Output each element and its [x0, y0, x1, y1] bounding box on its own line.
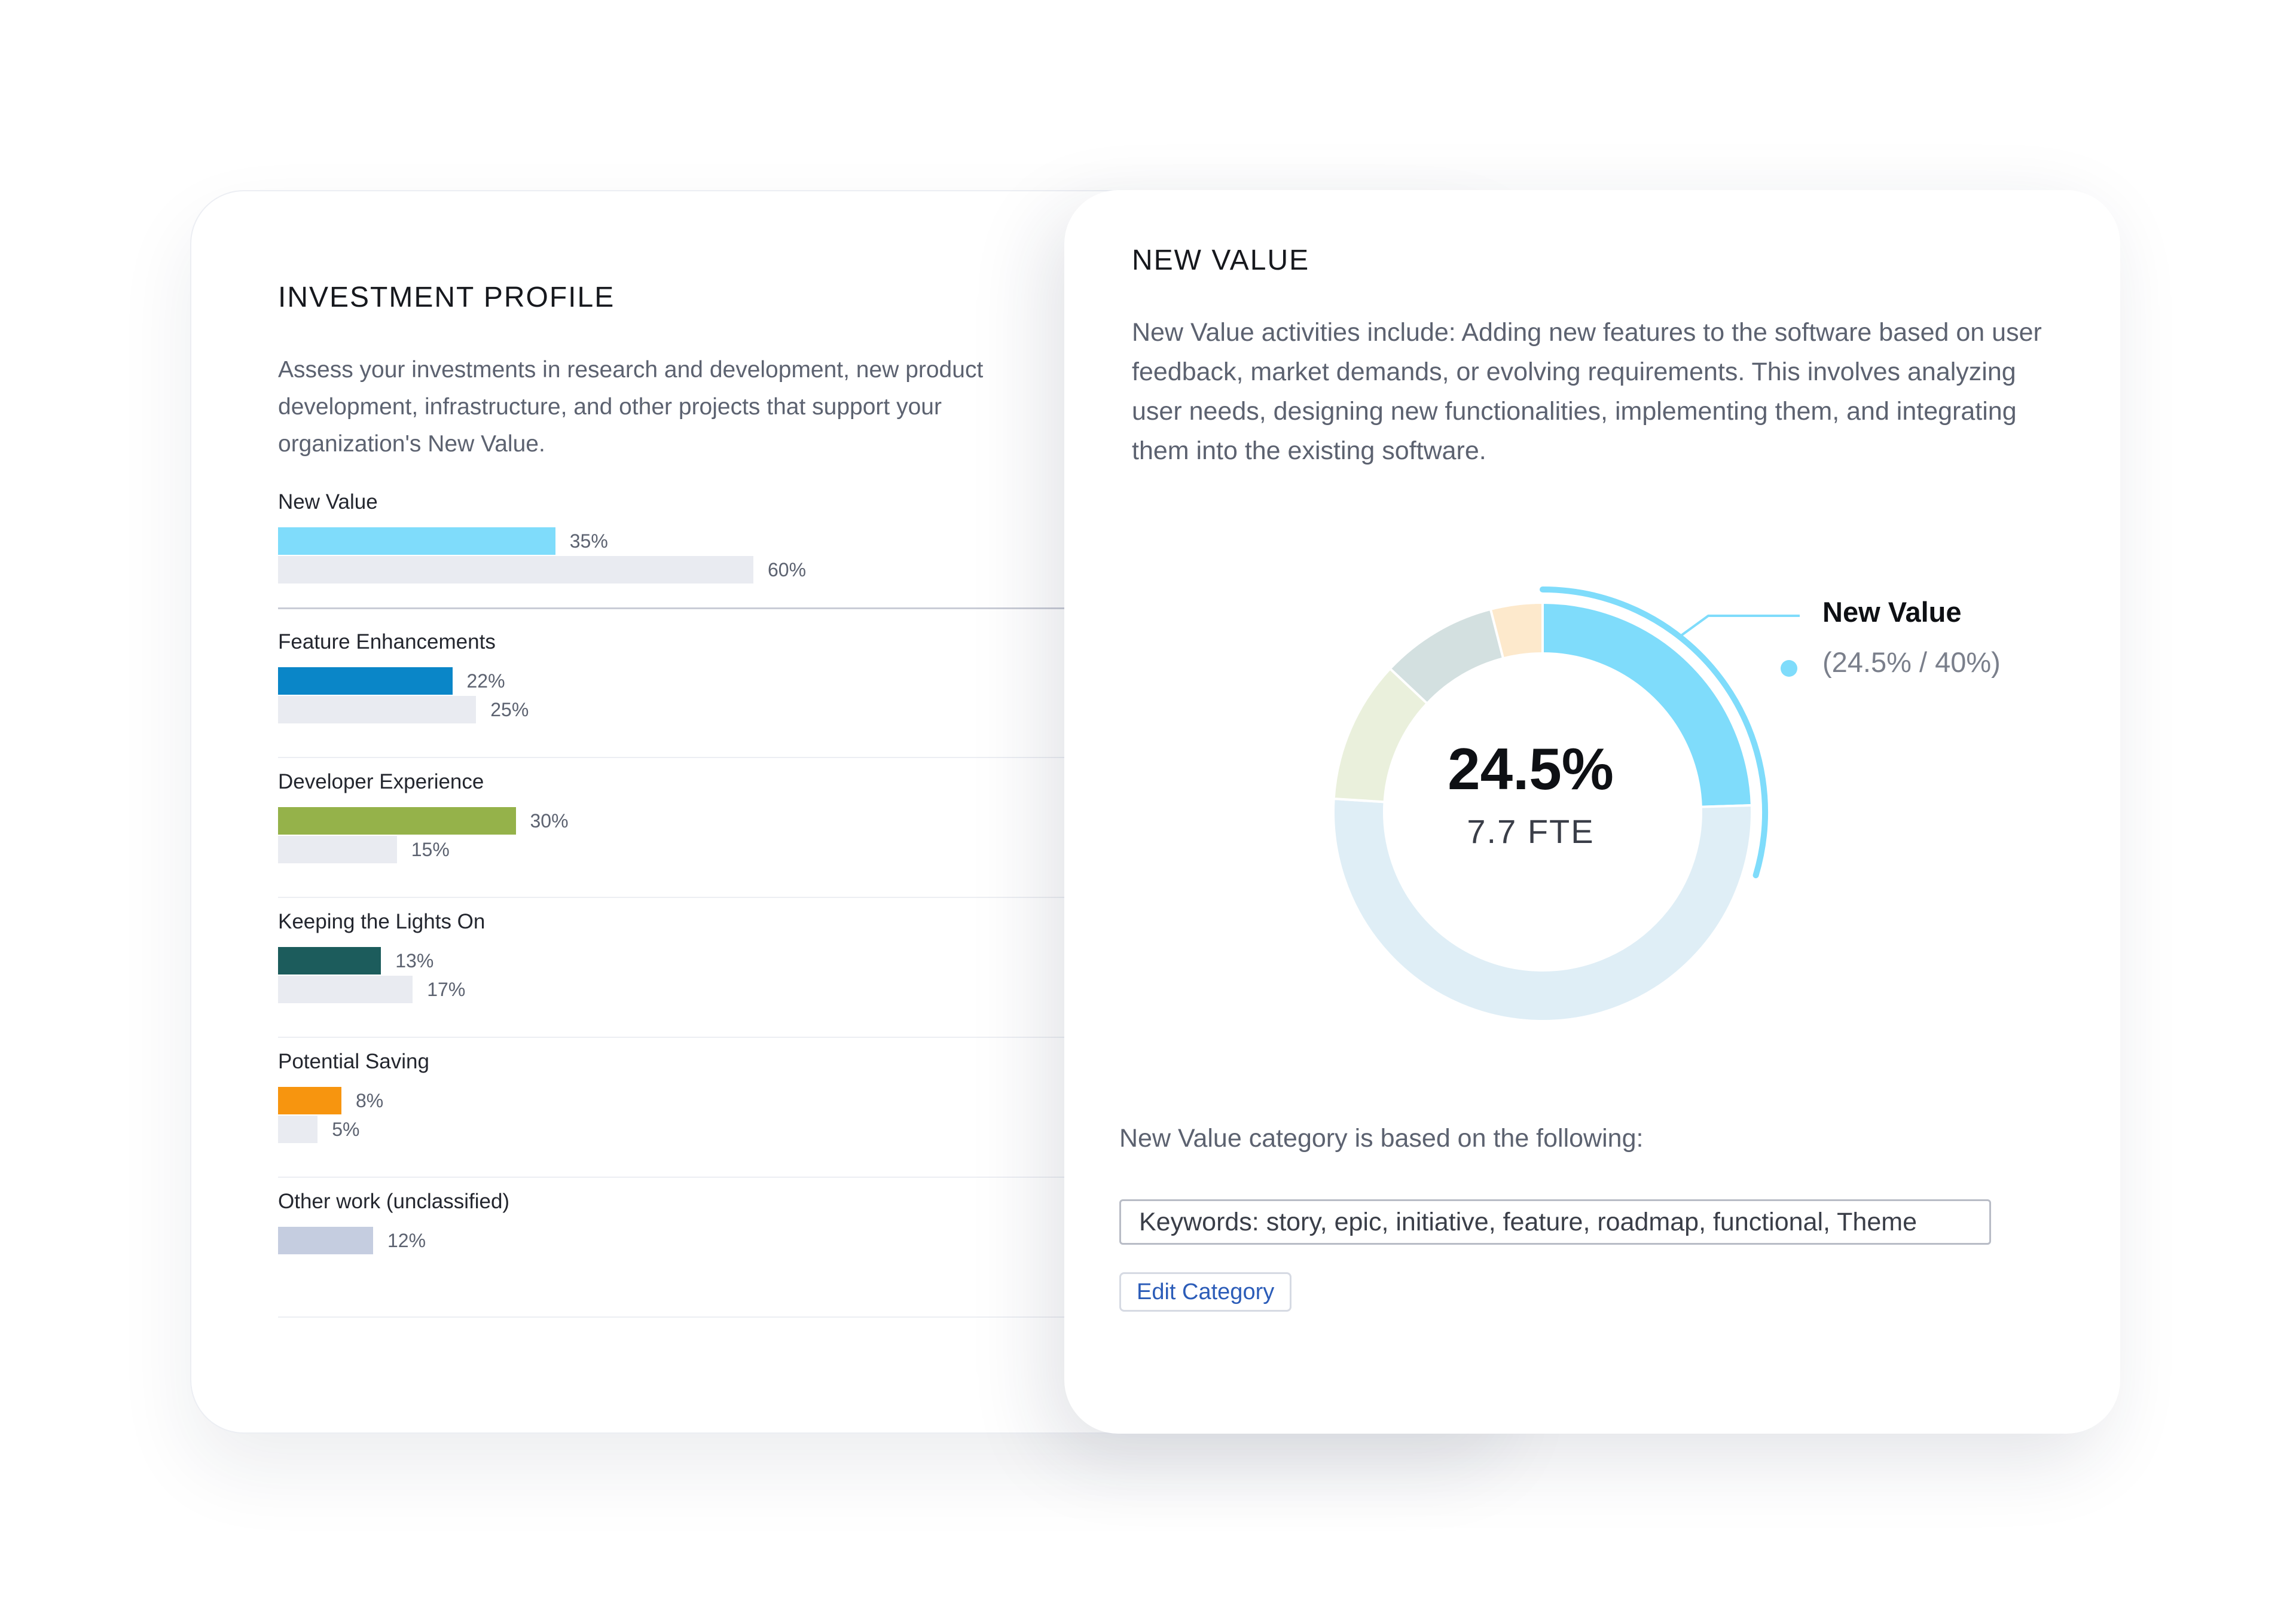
new-value-card: NEW VALUE New Value activities include: … [1064, 190, 2120, 1434]
investment-item-label: New Value [278, 490, 378, 514]
target-bar [278, 976, 413, 1003]
investment-item: Other work (unclassified) 12% [278, 1190, 1133, 1330]
actual-percent-label: 13% [395, 950, 434, 972]
investment-item-label: Developer Experience [278, 770, 484, 793]
donut-slice [1489, 601, 1544, 660]
actual-bar [278, 667, 453, 695]
target-bar [278, 696, 477, 723]
investment-item-label: Keeping the Lights On [278, 910, 486, 933]
row-divider [278, 897, 1133, 898]
donut-chart-svg [1332, 586, 1800, 1022]
actual-percent-label: 35% [569, 530, 608, 552]
investment-item: Potential Saving 8% 5% [278, 1050, 1133, 1190]
actual-bar [278, 527, 555, 555]
target-percent-label: 17% [427, 979, 466, 1000]
new-value-title: NEW VALUE [1132, 245, 1310, 276]
target-arc [1540, 586, 1768, 879]
edit-category-button[interactable]: Edit Category [1119, 1272, 1292, 1312]
actual-percent-label: 8% [356, 1090, 384, 1111]
donut-chart [1064, 190, 2120, 1087]
investment-item: Developer Experience 30% 15% [278, 770, 1133, 910]
donut-center-fte: 7.7 FTE [1467, 812, 1595, 850]
target-bar [278, 556, 753, 584]
target-percent-label: 25% [490, 699, 529, 720]
row-divider [278, 1037, 1133, 1038]
investment-item: Keeping the Lights On 13% 17% [278, 910, 1133, 1050]
category-basis-text: New Value category is based on the follo… [1119, 1124, 1644, 1153]
investment-item-label: Feature Enhancements [278, 630, 496, 653]
new-value-description: New Value activities include: Adding new… [1132, 318, 2042, 465]
target-percent-label: 5% [332, 1119, 360, 1140]
legend-name: New Value [1822, 596, 1962, 628]
actual-bar [278, 1227, 373, 1254]
actual-bar [278, 947, 381, 975]
row-divider [278, 757, 1133, 758]
row-divider [278, 607, 1133, 609]
investment-item-label: Potential Saving [278, 1050, 429, 1073]
legend-leader-line [1678, 615, 1800, 638]
investment-item: Feature Enhancements 22% 25% [278, 630, 1133, 770]
row-divider [278, 1316, 1133, 1318]
legend-value: (24.5% / 40%) [1822, 646, 2001, 678]
actual-percent-label: 12% [387, 1230, 426, 1251]
actual-bar [278, 807, 516, 835]
keywords-field[interactable]: Keywords: story, epic, initiative, featu… [1119, 1199, 1991, 1245]
actual-bar [278, 1087, 341, 1114]
target-percent-label: 15% [411, 839, 450, 860]
investment-profile-description: Assess your investments in research and … [278, 357, 984, 457]
target-percent-label: 60% [768, 559, 807, 581]
investment-item: New Value 35% 60% [278, 490, 1133, 630]
target-bar [278, 1116, 318, 1143]
actual-percent-label: 22% [466, 670, 505, 692]
donut-center-value: 24.5% [1448, 736, 1614, 802]
row-divider [278, 1177, 1133, 1178]
legend-dot-icon [1781, 660, 1797, 677]
target-bar [278, 836, 397, 863]
donut-slice [1332, 797, 1753, 1022]
actual-percent-label: 30% [530, 810, 569, 832]
investment-item-label: Other work (unclassified) [278, 1190, 510, 1213]
investment-profile-title: INVESTMENT PROFILE [278, 282, 615, 313]
